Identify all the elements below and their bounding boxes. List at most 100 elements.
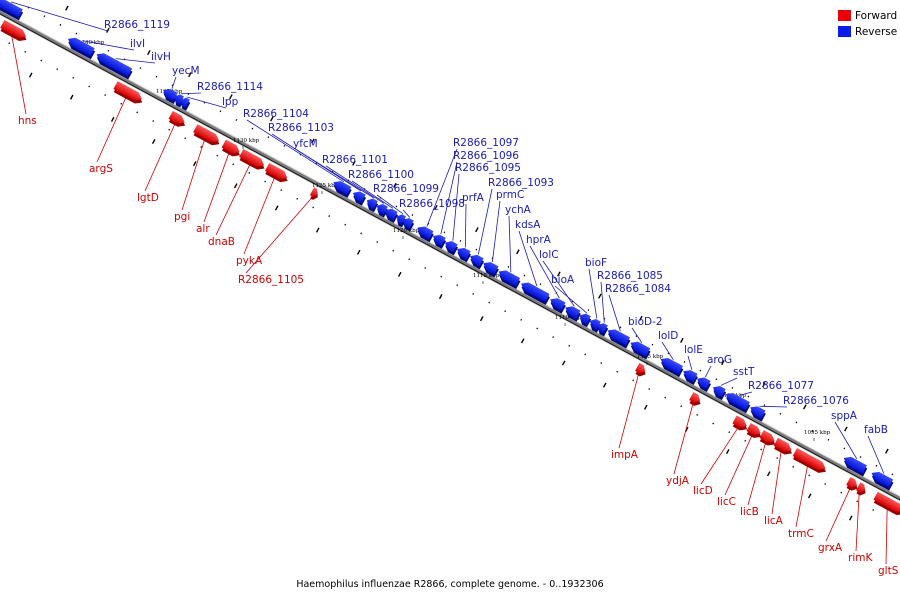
reverse-gene-feature [589, 319, 602, 333]
minor-tick [184, 137, 187, 140]
minor-tick [75, 32, 78, 35]
leader-line [542, 260, 575, 307]
reverse-gene-feature [697, 377, 711, 393]
minor-tick [632, 379, 635, 382]
leader-line [747, 442, 767, 506]
major-tick [233, 183, 238, 189]
reverse-gene-label: R2866_1093 [488, 177, 554, 189]
leader-line [82, 40, 135, 51]
minor-tick [859, 456, 862, 458]
leader-line [700, 427, 739, 485]
forward-arrow-icon [773, 437, 792, 452]
reverse-gene-label: bioF [585, 257, 607, 269]
reverse-gene-feature [843, 456, 868, 477]
reverse-gene-feature [683, 370, 698, 385]
reverse-gene-feature [163, 89, 178, 105]
forward-gene-label: dnaB [208, 236, 235, 248]
major-tick [475, 227, 479, 233]
major-tick [561, 360, 566, 366]
forward-gene-feature [221, 139, 240, 157]
major-tick [65, 5, 69, 11]
tick-label: 1130 kbp [233, 138, 260, 144]
leader-line [529, 245, 560, 299]
reverse-gene-feature [498, 270, 521, 290]
reverse-gene-label: R2866_1100 [348, 169, 414, 181]
minor-tick [88, 85, 91, 88]
major-tick [147, 49, 151, 56]
reverse-arrow-icon [96, 53, 133, 77]
minor-tick [376, 241, 379, 243]
leader-line [11, 34, 27, 115]
tick-label: 1095 kbp [804, 430, 831, 436]
leader-line [687, 355, 693, 370]
forward-gene-label: impA [611, 449, 639, 461]
reverse-swatch [838, 26, 851, 37]
leader-line [518, 230, 538, 287]
leader-line [867, 435, 885, 474]
leader-line [452, 173, 460, 241]
minor-tick [539, 283, 542, 286]
leader-line [402, 209, 411, 218]
forward-gene-label: ydjA [666, 475, 690, 487]
leader-line [246, 119, 345, 183]
major-tick [352, 160, 356, 166]
tick-label: 1115 kbp [473, 273, 500, 279]
reverse-gene-label: R2866_1099 [373, 183, 439, 195]
major-tick [721, 360, 725, 366]
forward-arrow-icon [113, 81, 142, 101]
reverse-arrow-icon [498, 270, 521, 286]
reverse-gene-feature [384, 208, 399, 223]
reverse-gene-feature [457, 247, 471, 263]
forward-gene-feature [846, 476, 858, 491]
forward-gene-feature [264, 162, 288, 183]
forward-gene-feature [239, 149, 265, 170]
minor-tick [152, 120, 155, 122]
reverse-arrow-icon [180, 97, 190, 108]
forward-arrow-icon [846, 476, 858, 488]
reverse-gene-label: prmC [496, 189, 524, 201]
major-tick [229, 94, 233, 100]
reverse-arrow-icon [871, 471, 894, 488]
forward-arrow-icon [239, 149, 265, 167]
minor-tick [811, 430, 814, 433]
minor-tick [248, 171, 251, 174]
reverse-arrow-icon [697, 377, 711, 389]
leader-line [351, 180, 394, 209]
major-tick [393, 182, 397, 188]
minor-tick [699, 369, 702, 372]
minor-tick [107, 49, 110, 52]
leader-line [554, 285, 588, 314]
major-tick [356, 249, 361, 255]
minor-tick [120, 102, 123, 105]
reverse-gene-label: prfA [462, 192, 485, 204]
leader-line [10, 1, 109, 32]
reverse-arrow-icon [750, 406, 766, 419]
reverse-gene-feature [366, 198, 379, 213]
reverse-arrow-icon [402, 217, 414, 229]
major-tick [479, 316, 484, 322]
leader-line [885, 508, 888, 565]
reverse-gene-feature [376, 203, 389, 218]
minor-tick [488, 301, 491, 304]
forward-arrow-icon [635, 362, 646, 374]
leader-line [855, 492, 860, 552]
reverse-gene-label: R2866_1085 [597, 270, 663, 282]
minor-tick [840, 491, 843, 494]
reverse-gene-feature [333, 181, 352, 198]
reverse-arrow-icon [174, 94, 184, 105]
leader-line [325, 165, 385, 204]
label-leader-lines [10, 1, 888, 565]
minor-tick [43, 15, 46, 18]
reverse-arrow-icon [417, 226, 434, 240]
minor-tick [168, 128, 171, 131]
major-tick [844, 426, 848, 432]
leader-line [464, 203, 467, 248]
forward-gene-label: lgtD [137, 192, 159, 204]
leader-line [243, 176, 276, 255]
forward-gene-label: pykA [236, 255, 263, 267]
forward-gene-label: pgi [174, 211, 190, 223]
reverse-gene-label: lolD [658, 330, 678, 342]
forward-gene-label: licD [693, 485, 713, 497]
minor-tick [779, 412, 782, 415]
forward-arrow-icon [689, 392, 701, 403]
